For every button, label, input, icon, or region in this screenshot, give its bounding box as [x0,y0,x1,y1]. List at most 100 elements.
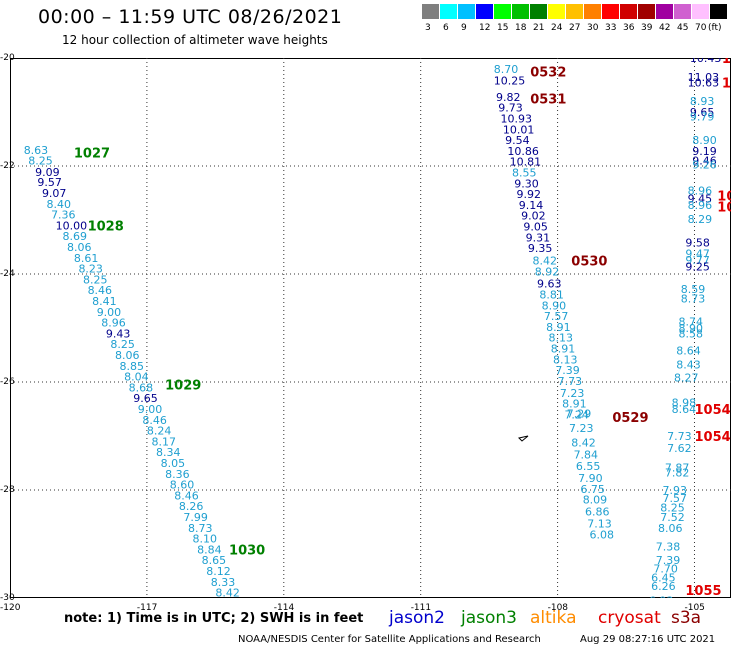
wave-height-label: 8.04 [124,371,149,384]
wave-height-label: 8.64 [676,345,701,358]
wave-height-label: 7.57 [663,492,688,505]
wave-height-label: 8.42 [532,255,557,268]
wave-height-label: 10.00 [56,219,88,232]
wave-height-label: 9.65 [133,392,158,405]
wave-height-label: 8.12 [206,565,231,578]
wave-height-label: 8.24 [147,425,172,438]
wave-height-label: 7.39 [656,554,681,567]
pass-number-label: 0532 [530,66,566,81]
legend-label: 18 [515,23,527,33]
wave-height-label: 7.38 [656,541,681,554]
legend-swatch [530,4,547,19]
wave-height-label: 9.25 [685,260,710,273]
wave-height-label: 8.06 [115,349,139,362]
legend-label: 36 [623,23,635,33]
x-tick-label: -108 [547,603,569,613]
legend-label: 6 [443,23,449,33]
wave-height-label: 6.45 [651,571,676,584]
wave-height-label: 8.46 [174,489,199,502]
wave-height-label: 8.96 [688,184,713,197]
wave-height-label: 9.02 [521,210,546,223]
wave-height-label: 10.25 [494,75,526,88]
wave-height-label: 8.25 [83,273,108,286]
wave-height-label: 8.34 [156,446,181,459]
wave-height-label: 7.23 [569,422,594,435]
legend-swatch [656,4,673,19]
wave-height-label: 9.82 [496,91,520,104]
wave-height-label: 9.65 [690,106,715,119]
legend-swatch [458,4,475,19]
wave-height-label: 7.73 [558,375,583,388]
wave-height-label: 8.98 [672,397,697,410]
wave-height-label: 9.26 [692,158,717,171]
pass-number-label: 1030 [229,543,265,558]
wave-height-label: 9.79 [690,110,715,123]
wave-height-label: 8.85 [120,360,144,373]
y-tick-label: -26 [0,377,15,387]
wave-height-label: 8.46 [142,414,167,427]
legend-swatch [440,4,457,19]
island-marker [518,435,529,442]
pass-number-label: 1055 [717,201,731,216]
wave-height-label: 8.61 [74,252,99,265]
wave-height-label: 8.27 [674,372,699,385]
satellite-name: altika [530,608,577,628]
wave-height-label: 7.73 [667,430,692,443]
wave-height-label: 7.57 [544,310,569,323]
wave-height-label: 7.52 [660,511,685,524]
pass-number-label: 0529 [612,411,648,426]
wave-height-label: 7.39 [555,364,580,377]
legend-swatch [674,4,691,19]
wave-height-label: 9.92 [517,188,542,201]
pass-number-label: 1054 [694,430,730,445]
map-title: 00:00 – 11:59 UTC 08/26/2021 [38,6,343,28]
wave-height-label: 10.81 [510,156,542,169]
pass-number-label: 1055 [685,584,721,598]
wave-height-label: 8.25 [28,155,53,168]
wave-height-label: 8.59 [681,283,706,296]
wave-height-label: 9.77 [685,254,710,267]
wave-height-label: 7.99 [183,511,208,524]
wave-height-label: 8.91 [546,321,571,334]
legend-label: 15 [497,23,509,33]
wave-height-label: 8.13 [553,353,578,366]
wave-height-label: 8.63 [24,144,49,157]
wave-height-label: 8.10 [193,533,218,546]
wave-height-label: 8.73 [188,522,213,535]
pass-number-label: 1027 [74,147,110,162]
wave-height-label: 9.58 [685,237,710,250]
wave-height-label: 7.24 [564,408,589,421]
legend-label: 27 [569,23,581,33]
wave-height-label: 8.05 [161,457,186,470]
legend-swatch [584,4,601,19]
units-note: note: 1) Time is in UTC; 2) SWH is in fe… [64,611,364,626]
legend-label: 42 [659,23,671,33]
wave-height-label: 8.26 [179,500,204,513]
wave-height-label: 8.74 [679,316,704,329]
pass-number-label: 10 [722,58,731,67]
credit-text: NOAA/NESDIS Center for Satellite Applica… [238,634,541,645]
y-tick-label: -28 [0,485,15,495]
wave-height-label: 8.36 [165,468,190,481]
wave-height-label: 9.47 [685,247,710,260]
wave-height-label: 10.43 [690,58,722,65]
wave-height-label: 8.06 [67,241,92,254]
wave-height-label: 8.93 [690,95,715,108]
legend-label: 12 [479,23,491,33]
wave-height-label: 8.23 [78,263,103,276]
legend-label: 33 [605,23,617,33]
wave-height-label: 7.90 [578,472,603,485]
wave-height-label: 8.70 [494,63,519,76]
wave-height-label: 8.42 [215,587,240,598]
wave-height-label: 9.43 [106,327,131,340]
wave-height-label: 8.91 [551,343,576,356]
legend-swatch [566,4,583,19]
legend-swatch [710,4,727,19]
wave-height-label: 8.90 [542,299,567,312]
wave-height-label: 9.14 [519,199,544,212]
wave-height-label: 8.90 [692,134,717,147]
legend-label: 21 [533,23,545,33]
wave-height-label: 8.96 [688,199,713,212]
wave-height-label: 8.60 [170,479,195,492]
wave-height-label: 8.84 [197,543,222,556]
